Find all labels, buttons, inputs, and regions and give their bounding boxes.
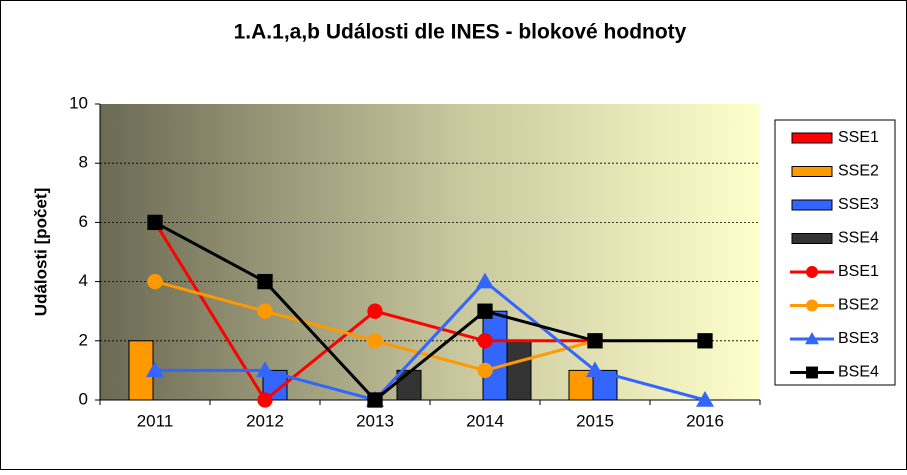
legend-marker [806, 366, 818, 379]
point-marker [257, 392, 273, 408]
point-marker [367, 392, 383, 408]
legend-label: SSE1 [838, 129, 879, 146]
bar [396, 369, 422, 401]
y-tick-label: 4 [79, 271, 88, 290]
legend-label: BSE4 [838, 364, 879, 381]
point-marker [146, 361, 164, 378]
point-marker [477, 333, 493, 349]
bar [128, 340, 154, 401]
x-tick-label: 2014 [466, 411, 504, 430]
point-marker [696, 391, 714, 407]
point-marker [367, 333, 383, 349]
legend-box [774, 119, 896, 386]
legend-marker [806, 299, 818, 312]
legend-swatch [791, 233, 833, 244]
legend-label: SSE3 [838, 196, 879, 213]
point-marker [257, 303, 273, 319]
line [154, 221, 705, 403]
legend-swatch [791, 166, 833, 177]
y-tick-label: 8 [79, 153, 88, 172]
legend-label: SSE2 [838, 163, 879, 180]
y-axis-label: Události [počet] [31, 188, 50, 316]
point-marker [147, 273, 163, 290]
legend-label: SSE4 [838, 230, 879, 247]
x-tick-label: 2013 [356, 411, 394, 430]
point-marker [586, 361, 604, 378]
x-tick-label: 2015 [576, 411, 614, 430]
y-tick-label: 6 [79, 212, 88, 231]
legend-label: BSE2 [838, 297, 879, 314]
bar [482, 310, 508, 401]
point-marker [587, 333, 603, 349]
legend-marker [806, 266, 818, 278]
x-tick-label: 2016 [686, 411, 724, 430]
point-marker [147, 214, 163, 231]
point-marker [697, 333, 713, 349]
legend-swatch [791, 199, 833, 211]
point-marker [477, 362, 493, 379]
point-marker [476, 272, 494, 289]
line [155, 279, 706, 402]
point-marker [256, 361, 274, 378]
legend-label: BSE1 [838, 263, 879, 280]
legend-marker [805, 332, 819, 345]
y-tick-label: 0 [79, 389, 88, 408]
x-tick-label: 2012 [246, 411, 284, 430]
y-tick-label: 10 [69, 93, 88, 112]
chart-title: 1.A.1,a,b Události dle INES - blokové ho… [234, 21, 687, 44]
point-marker [367, 303, 383, 319]
bar [506, 340, 532, 401]
point-marker [477, 303, 493, 319]
x-tick-label: 2011 [137, 411, 174, 430]
legend-label: BSE3 [838, 330, 879, 347]
point-marker [257, 273, 273, 290]
y-tick-label: 2 [79, 330, 88, 349]
legend-swatch [791, 132, 833, 144]
